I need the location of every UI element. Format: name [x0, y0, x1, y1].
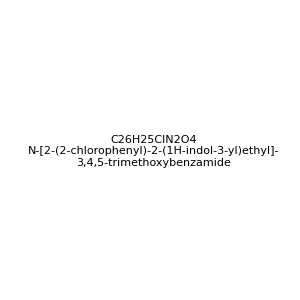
- Text: C26H25ClN2O4
N-[2-(2-chlorophenyl)-2-(1H-indol-3-yl)ethyl]-
3,4,5-trimethoxybenz: C26H25ClN2O4 N-[2-(2-chlorophenyl)-2-(1H…: [28, 135, 280, 168]
